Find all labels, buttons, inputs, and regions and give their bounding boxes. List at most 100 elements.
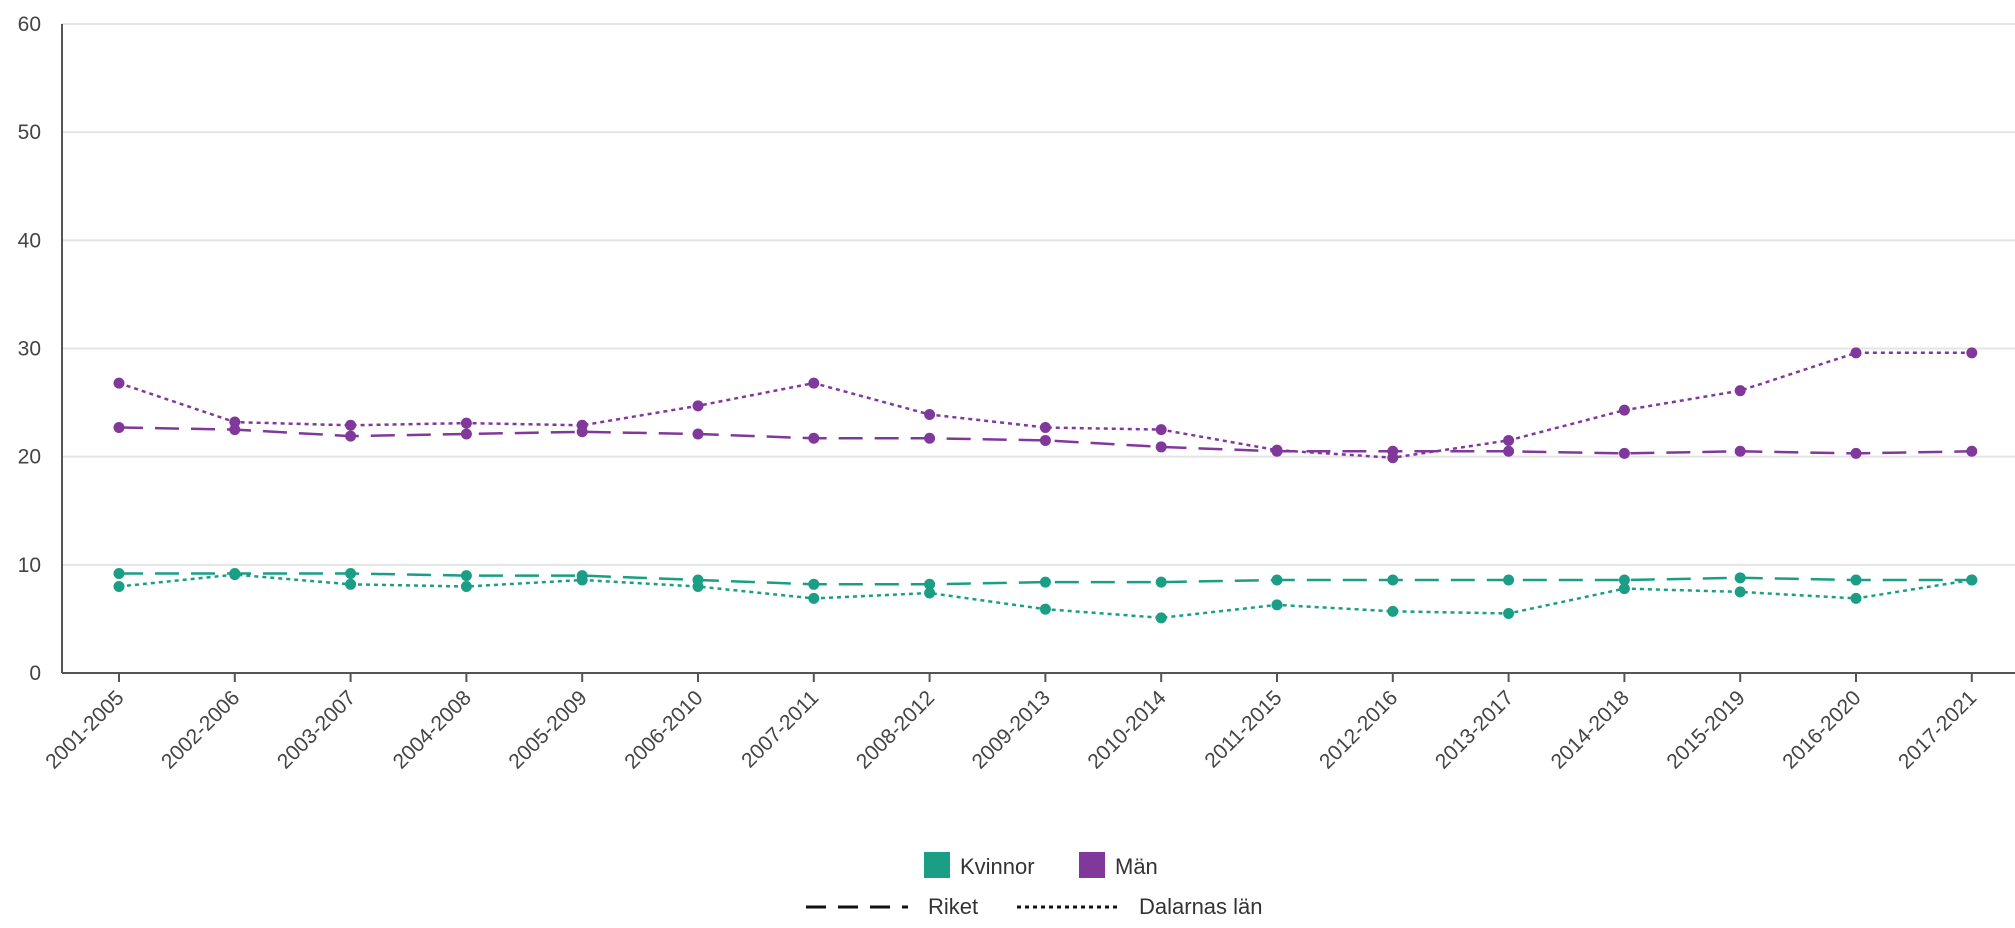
legend-label: Män [1115,854,1158,879]
data-point [1503,608,1515,620]
data-point [460,417,472,429]
x-tick-label: 2011-2015 [1200,686,1286,772]
data-point [1039,434,1051,446]
data-point [1966,445,1978,457]
legend-swatch [924,852,950,878]
legend-item: Riket [806,894,978,919]
data-point [1734,572,1746,584]
x-tick-label: 2008-2012 [852,686,939,773]
data-point [1966,347,1978,359]
data-point [345,578,357,590]
legend: Kvinnor Män Riket Dalarnas län [806,852,1263,919]
x-tick-label: 2006-2010 [620,686,707,773]
data-point [808,578,820,590]
data-point [1271,574,1283,586]
data-point [460,570,472,582]
data-point [1039,603,1051,615]
y-tick-label: 0 [29,662,41,685]
x-tick-label: 2005-2009 [504,686,591,773]
data-point [345,567,357,579]
x-tick-label: 2003-2007 [273,686,360,773]
data-point [1155,441,1167,453]
grid-lines [62,23,2015,566]
x-tick-label: 2007-2011 [737,686,823,772]
x-tick-label: 2013-2017 [1431,686,1518,773]
legend-item: Män [1079,852,1158,879]
legend-label: Kvinnor [960,854,1035,879]
data-point [1618,404,1630,416]
legend-item: Dalarnas län [1017,894,1263,919]
data-point [692,580,704,592]
data-point [1734,385,1746,397]
legend-swatch [1079,852,1105,878]
x-tick-label: 2009-2013 [968,686,1055,773]
data-point [924,432,936,444]
data-point [1155,576,1167,588]
x-tick-label: 2004-2008 [389,686,476,773]
data-point [1618,447,1630,459]
data-point [1271,599,1283,611]
data-point [113,580,125,592]
x-tick-label: 2015-2019 [1662,686,1749,773]
data-point [924,587,936,599]
data-point [1618,574,1630,586]
data-point [1850,347,1862,359]
data-point [808,592,820,604]
y-tick-label: 10 [18,554,41,577]
data-point [113,567,125,579]
data-point [1387,574,1399,586]
y-tick-label: 30 [18,338,41,361]
data-point [1039,576,1051,588]
data-point [924,578,936,590]
y-tick-label: 20 [18,446,41,469]
data-point [1734,586,1746,598]
axes [61,24,2015,674]
data-point [808,432,820,444]
series-points [113,347,1978,624]
data-point [576,426,588,438]
data-point [692,400,704,412]
data-point [1850,592,1862,604]
series-line-kvinnor-dashed [119,572,1972,586]
data-point [113,377,125,389]
x-tick-label: 2017-2021 [1894,686,1981,773]
data-point [460,580,472,592]
series-line-mn-dashed [118,426,1972,455]
data-point [924,408,936,420]
data-point [1618,583,1630,595]
legend-label: Dalarnas län [1139,894,1263,919]
x-axis-ticks: 2001-2005 2002-2006 2003-2007 2004-2008 2005… [41,673,1981,774]
data-point [1271,445,1283,457]
data-point [1387,605,1399,617]
legend-label: Riket [928,894,978,919]
x-tick-label: 2010-2014 [1083,686,1171,774]
data-point [576,574,588,586]
data-point [229,424,241,436]
data-point [1503,445,1515,457]
data-point [1155,424,1167,436]
data-point [1039,421,1051,433]
y-tick-label: 40 [18,229,41,252]
x-tick-label: 2016-2020 [1778,686,1865,773]
series-line-mn-dotted [118,351,1972,459]
x-tick-label: 2001-2005 [41,686,128,773]
data-point [1850,447,1862,459]
data-point [460,428,472,440]
data-point [229,416,241,428]
data-point [345,430,357,442]
data-point [1850,574,1862,586]
data-point [1503,434,1515,446]
y-tick-label: 50 [18,121,41,144]
data-point [1387,445,1399,457]
y-tick-label: 60 [18,13,41,36]
legend-item: Kvinnor [924,852,1035,879]
data-point [1966,574,1978,586]
data-point [229,569,241,581]
data-point [113,421,125,433]
data-point [808,377,820,389]
data-point [1155,612,1167,624]
x-tick-label: 2012-2016 [1315,686,1402,773]
data-point [345,419,357,431]
data-point [692,428,704,440]
